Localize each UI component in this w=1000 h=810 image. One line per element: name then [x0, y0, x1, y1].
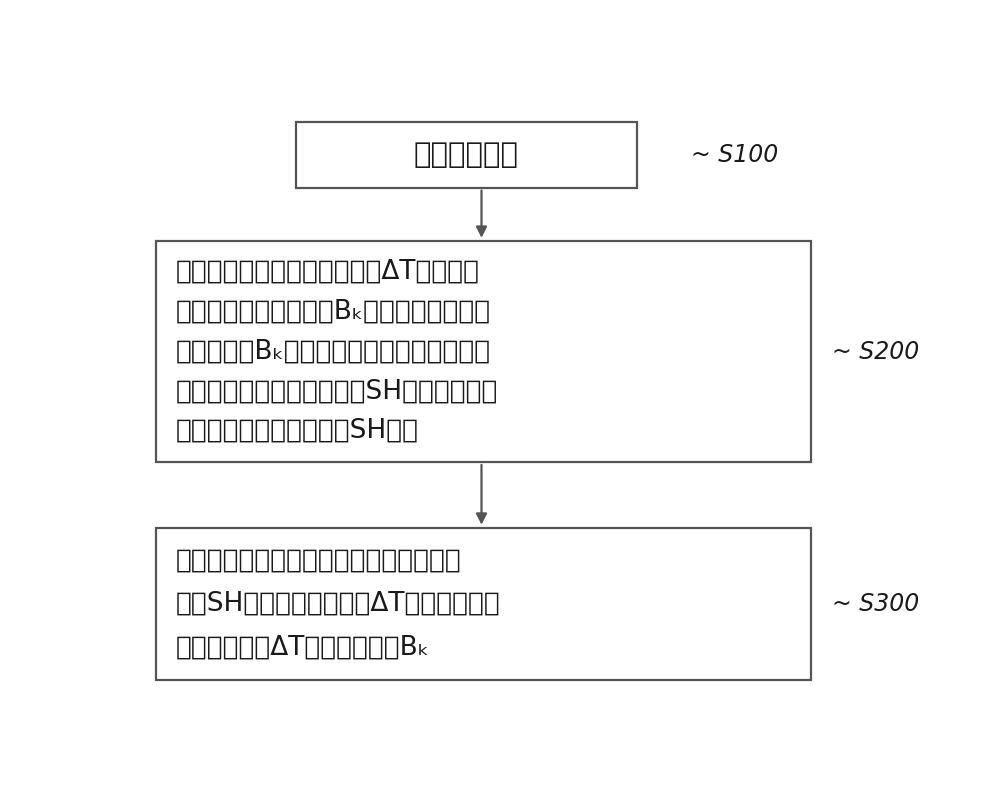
- Text: 开启热泵系统: 开启热泵系统: [414, 141, 518, 169]
- Text: 电子膊胀阀的当前开度Bₖ，并根据计算获得: 电子膊胀阀的当前开度Bₖ，并根据计算获得: [175, 299, 490, 325]
- Text: 在每个电子膊胀阀的调整周期ΔT计算一次: 在每个电子膊胀阀的调整周期ΔT计算一次: [175, 258, 479, 285]
- FancyBboxPatch shape: [156, 241, 811, 462]
- Text: 泵系统的目标排气过热度SH目标: 泵系统的目标排气过热度SH目标: [175, 418, 418, 444]
- Text: ~ S100: ~ S100: [691, 143, 778, 167]
- Text: ~ S300: ~ S300: [832, 591, 919, 616]
- Text: ~ S200: ~ S200: [832, 339, 919, 364]
- FancyBboxPatch shape: [296, 122, 637, 188]
- FancyBboxPatch shape: [156, 527, 811, 680]
- Text: 后的调整周期ΔT计算当前开度Bₖ: 后的调整周期ΔT计算当前开度Bₖ: [175, 634, 429, 660]
- Text: 热度SH实际优化调整周期ΔT，并根据优化: 热度SH实际优化调整周期ΔT，并根据优化: [175, 591, 500, 617]
- Text: 根据热泵系统在运行过程中的实际排气过: 根据热泵系统在运行过程中的实际排气过: [175, 548, 461, 573]
- Text: 热泵系统的实际排气过热度SH实际稳定在热: 热泵系统的实际排气过热度SH实际稳定在热: [175, 378, 498, 404]
- Text: 的当前开度Bₖ调整电子膊胀阀的开度，以使: 的当前开度Bₖ调整电子膊胀阀的开度，以使: [175, 339, 490, 364]
